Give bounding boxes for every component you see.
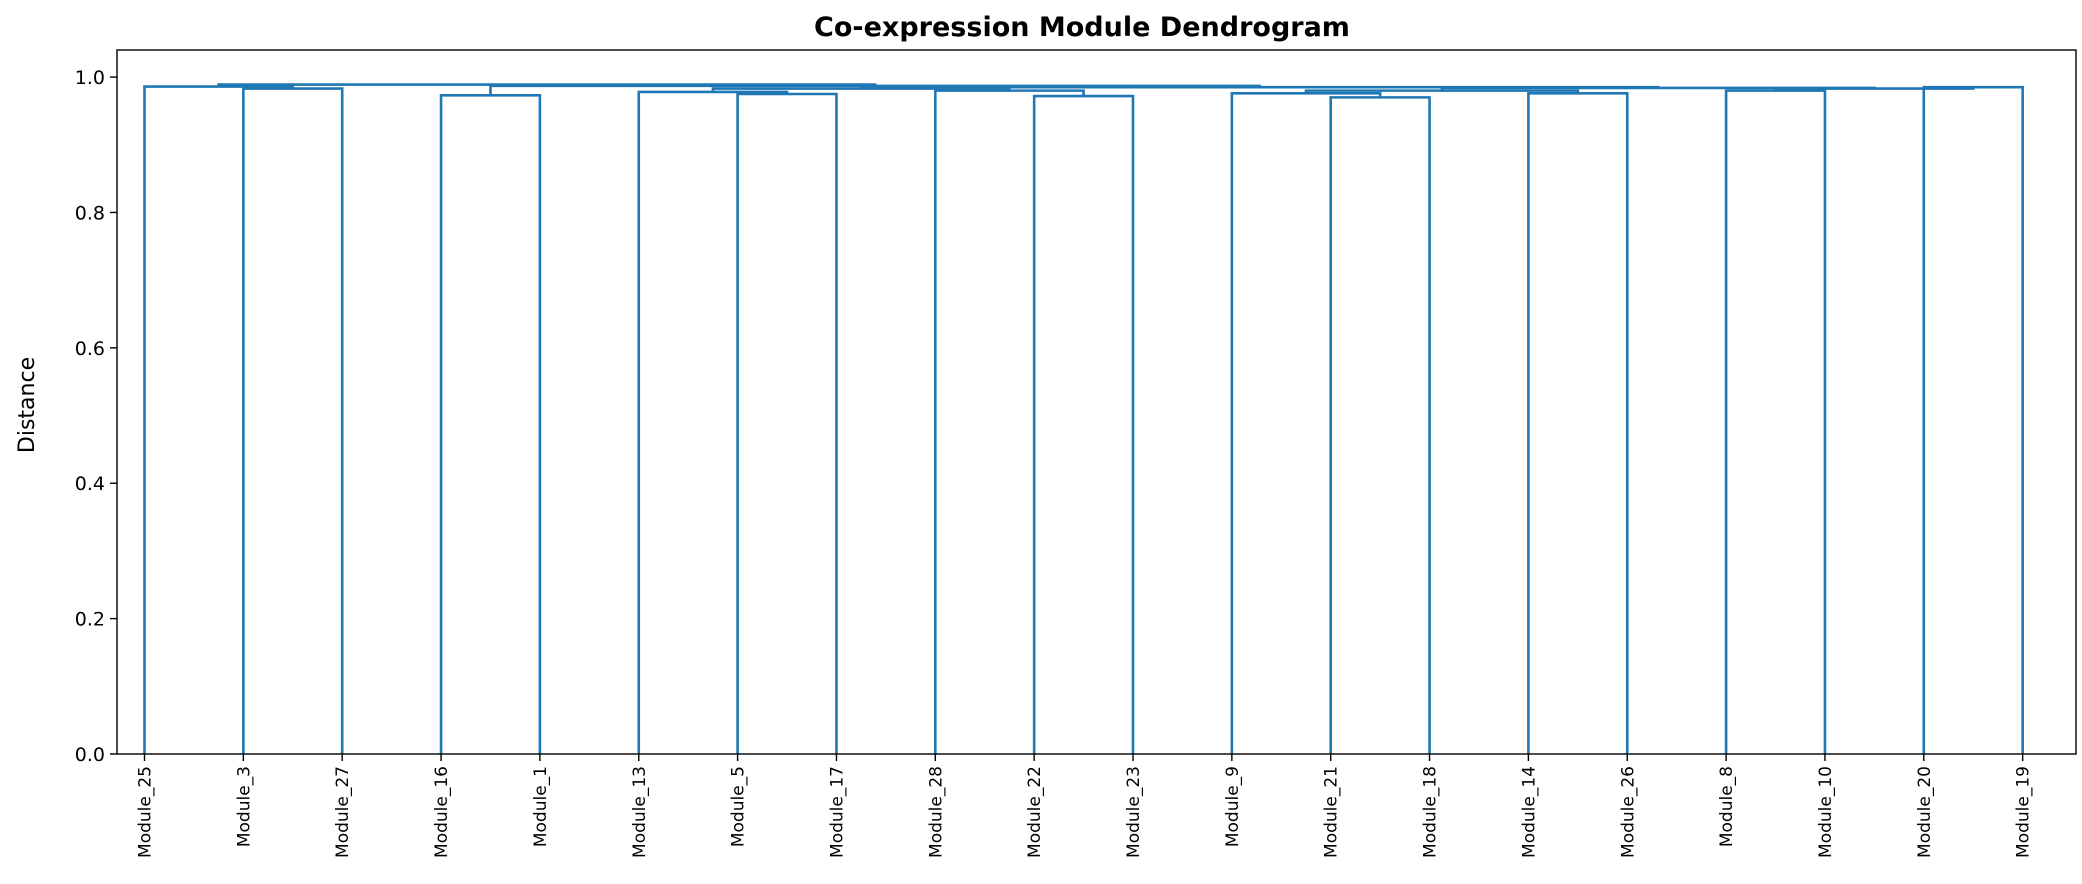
y-tick-label: 0.6: [75, 338, 105, 360]
dendrogram-link: [1230, 92, 1382, 754]
dendrogram-link: [736, 92, 838, 754]
dendrogram-link: [637, 90, 789, 754]
leaf-label: Module_25: [136, 766, 156, 858]
y-axis: 0.0 0.2 0.4 0.6 0.8 1.0: [75, 67, 117, 766]
y-axis-label: Distance: [15, 357, 40, 453]
y-tick-label: 0.8: [75, 202, 105, 224]
chart-title: Co-expression Module Dendrogram: [814, 12, 1350, 43]
leaf-label: Module_13: [630, 766, 650, 858]
leaf-label: Module_1: [531, 766, 551, 847]
plot-frame: [116, 49, 2077, 755]
leaf-label: Module_16: [432, 766, 452, 858]
leaf-label: Module_27: [333, 766, 353, 858]
leaf-label: Module_9: [1223, 766, 1243, 847]
leaf-label: Module_23: [1124, 766, 1144, 858]
leaf-label: Module_22: [1025, 766, 1045, 858]
dendrogram-link: [1527, 92, 1629, 754]
leaf-label: Module_5: [729, 766, 749, 847]
dendrogram-link: [859, 85, 1660, 89]
leaf-label: Module_10: [1816, 766, 1836, 858]
leaf-label: Module_26: [1618, 766, 1638, 858]
dendrogram-link: [1329, 96, 1431, 754]
y-tick-label: 0.4: [75, 473, 105, 495]
leaf-label: Module_18: [1421, 766, 1441, 858]
dendrogram-link: [217, 83, 877, 87]
y-tick-label: 0.2: [75, 609, 105, 631]
dendrogram-link: [1922, 85, 2024, 754]
dendrogram-link: [934, 89, 1085, 754]
leaf-label: Module_17: [827, 766, 847, 858]
dendrogram-link: [242, 87, 344, 754]
leaf-label: Module_14: [1519, 766, 1539, 858]
leaf-label: Module_28: [926, 766, 946, 858]
dendrogram-link: [1304, 89, 1580, 94]
dendrogram-link: [1724, 89, 1827, 754]
leaf-label: Module_19: [2014, 766, 2034, 858]
dendrogram-link: [1032, 94, 1135, 754]
dendrogram-link: [143, 85, 295, 754]
leaf-label: Module_3: [234, 766, 254, 847]
x-axis: Module_25 Module_3 Module_27 Module_16 Modul…: [136, 754, 2034, 858]
dendrogram-link: [439, 94, 542, 754]
y-tick-label: 0.0: [75, 744, 105, 766]
dendrogram-link: [1440, 86, 1876, 91]
leaf-label: Module_8: [1717, 766, 1737, 847]
y-tick-label: 1.0: [75, 67, 105, 89]
leaf-label: Module_20: [1915, 766, 1935, 858]
dendrogram-links: [143, 83, 2024, 754]
leaf-label: Module_21: [1322, 766, 1342, 858]
